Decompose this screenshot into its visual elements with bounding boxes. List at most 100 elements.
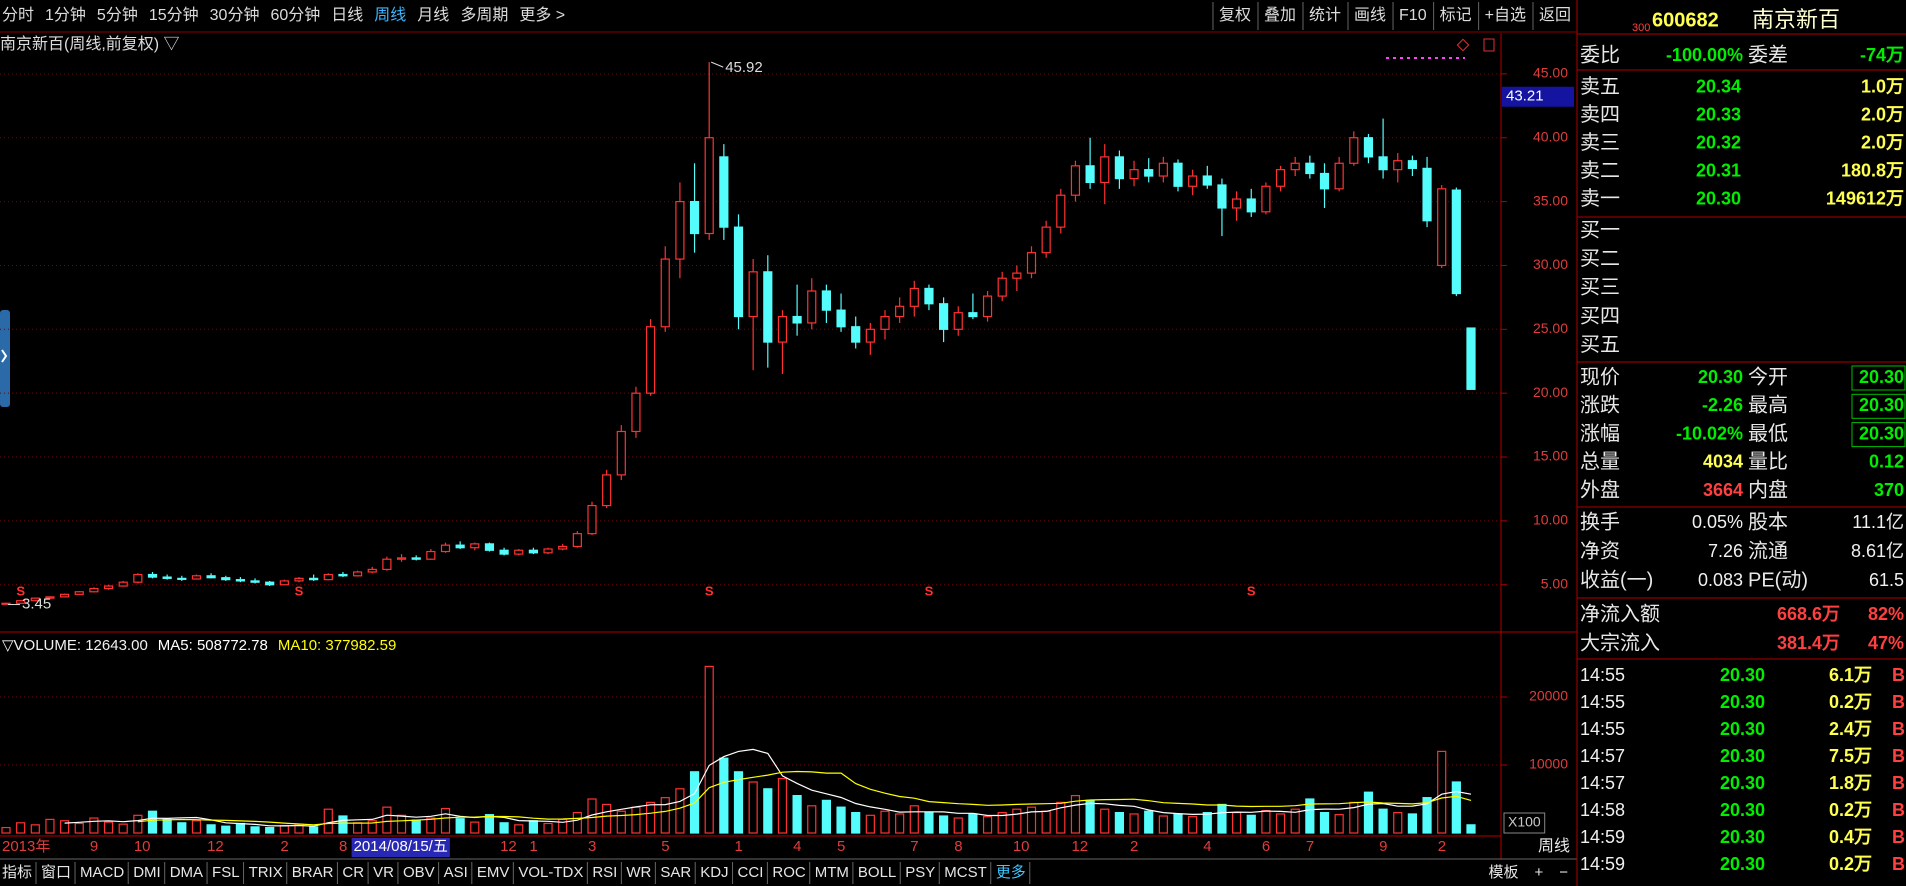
candle-body	[895, 305, 905, 318]
ask-cell: 2.0万	[1861, 132, 1904, 152]
indicator-tab[interactable]: ASI	[444, 864, 468, 881]
indicator-tab[interactable]: MTM	[815, 864, 849, 881]
period-tab[interactable]: 分时	[2, 6, 34, 24]
ma-line	[137, 770, 1472, 826]
indicator-tab[interactable]: RSI	[592, 864, 617, 881]
indicator-tab[interactable]: PSY	[905, 864, 935, 881]
indicator-tab[interactable]: CR	[342, 864, 364, 881]
indicator-tab[interactable]: 指标	[2, 864, 32, 881]
indicator-tab[interactable]: KDJ	[700, 864, 728, 881]
template-button[interactable]: 模板	[1488, 863, 1518, 881]
volume-bar	[309, 826, 319, 834]
trade-cell: 14:55	[1580, 719, 1625, 739]
volume-bar	[924, 811, 934, 834]
icon-diamond[interactable]	[1456, 38, 1470, 52]
period-tab[interactable]: 日线	[331, 6, 363, 24]
candle-body	[836, 309, 846, 328]
candle-body	[763, 271, 773, 343]
indicator-tab[interactable]: EMV	[477, 864, 510, 881]
volume-bar	[206, 824, 216, 834]
period-tab[interactable]: 5分钟	[97, 6, 138, 24]
volume-bar	[470, 821, 480, 834]
candle-body	[1422, 167, 1432, 222]
x-tick-label: 5	[661, 838, 669, 855]
volume-bar	[645, 801, 656, 834]
price-box	[1851, 422, 1906, 448]
candle-body	[865, 328, 875, 343]
volume-bar	[1026, 806, 1037, 834]
volume-bar	[1085, 799, 1095, 834]
indicator-tab[interactable]: 窗口	[41, 863, 71, 881]
icon-square[interactable]	[1483, 38, 1495, 52]
stat-cell: 涨幅	[1580, 422, 1620, 445]
candle-body	[1451, 189, 1461, 295]
indicator-tab[interactable]: SAR	[660, 864, 691, 881]
volume-bar	[528, 820, 539, 834]
indicator-tab[interactable]: TRIX	[249, 864, 283, 881]
stock-code: 600682	[1652, 9, 1719, 31]
indicator-tab[interactable]: MCST	[944, 864, 987, 881]
candle-body	[645, 326, 656, 394]
candle-body	[1085, 165, 1095, 184]
ask-cell: 2.0万	[1861, 104, 1904, 124]
indicator-tab[interactable]: FSL	[212, 864, 240, 881]
candle-body	[426, 550, 436, 560]
event-marker: S	[16, 583, 25, 598]
volume-bar	[1100, 808, 1110, 834]
candle-body	[1305, 162, 1315, 175]
period-tab[interactable]: 多周期	[460, 6, 508, 24]
volume-bar	[382, 806, 392, 834]
trade-cell: 0.2万	[1829, 692, 1872, 712]
period-tab[interactable]: 60分钟	[270, 6, 320, 24]
candle-body	[953, 312, 963, 330]
toolbar-button[interactable]: 返回	[1539, 6, 1571, 24]
toolbar-button[interactable]: 标记	[1440, 6, 1472, 24]
period-tab[interactable]: 15分钟	[149, 6, 199, 24]
indicator-tab[interactable]: BRAR	[292, 864, 334, 881]
period-tab[interactable]: 月线	[417, 6, 449, 24]
period-tab[interactable]: 1分钟	[45, 6, 86, 24]
toolbar-button[interactable]: 叠加	[1264, 6, 1296, 24]
template-button[interactable]: −	[1559, 864, 1568, 881]
toolbar-button[interactable]: +自选	[1485, 6, 1526, 24]
toolbar-button[interactable]: 画线	[1354, 6, 1386, 24]
trade-cell: 20.30	[1720, 854, 1765, 874]
toolbar-button[interactable]: F10	[1399, 7, 1427, 24]
x-tick-label: 10	[134, 838, 151, 855]
period-tab[interactable]: 更多 >	[519, 6, 565, 24]
indicator-tab[interactable]: DMA	[170, 864, 203, 881]
indicator-tab[interactable]: VOL-TDX	[518, 864, 583, 881]
period-tab[interactable]: 30分钟	[210, 6, 260, 24]
y-tick-label: 25.00	[1533, 320, 1568, 336]
indicator-tab[interactable]: MACD	[80, 864, 124, 881]
ask-cell: 卖二	[1580, 159, 1620, 182]
candle-body	[221, 577, 231, 581]
x-tick-label: 2013年	[2, 838, 50, 855]
indicator-tab[interactable]: WR	[626, 864, 651, 881]
toolbar-button[interactable]: 统计	[1309, 6, 1341, 24]
flow-cell: 381.4万	[1777, 633, 1840, 653]
toolbar-button[interactable]: 复权	[1219, 6, 1251, 24]
indicator-tab[interactable]: BOLL	[858, 864, 896, 881]
stock-badge: 300	[1632, 22, 1650, 34]
indicator-tab[interactable]: DMI	[133, 864, 161, 881]
indicator-tab[interactable]: CCI	[738, 864, 764, 881]
volume-bar	[938, 815, 949, 834]
x-tick-label: 8	[954, 838, 962, 855]
trade-cell: 20.30	[1720, 800, 1765, 820]
template-button[interactable]: +	[1534, 864, 1543, 881]
volume-bar	[968, 813, 978, 834]
volume-bar	[191, 820, 202, 834]
indicator-tab[interactable]: 更多	[996, 864, 1026, 881]
period-tab[interactable]: 周线	[374, 6, 406, 24]
volume-bar	[821, 799, 832, 834]
indicator-tab[interactable]: ROC	[772, 864, 806, 881]
y-tick-label: 45.00	[1533, 65, 1568, 81]
volume-bar	[1173, 813, 1183, 834]
indicator-tab[interactable]: VR	[373, 864, 394, 881]
ask-cell: 20.33	[1696, 104, 1741, 124]
indicator-tab[interactable]: OBV	[403, 864, 435, 881]
stat-cell: 内盘	[1748, 478, 1788, 501]
